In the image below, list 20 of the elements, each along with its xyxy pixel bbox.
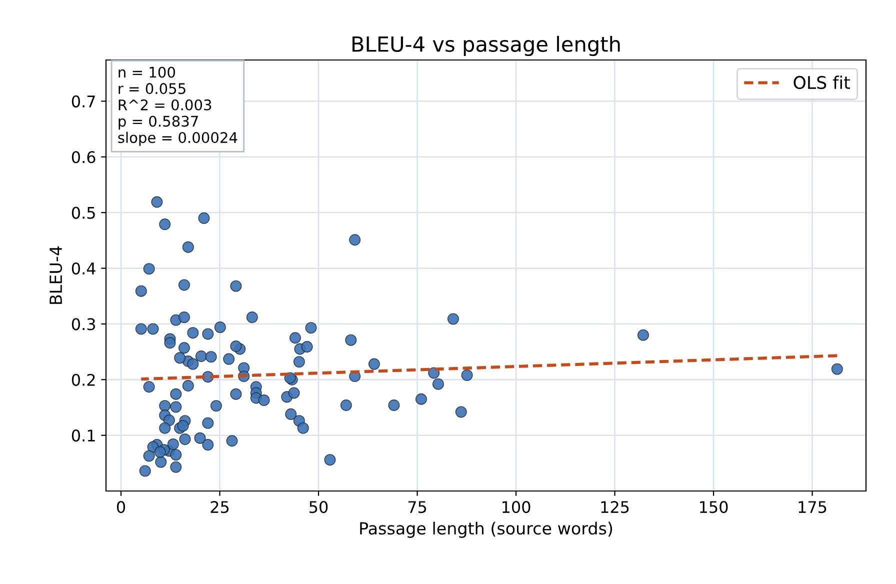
y-tick-label: 0.7 (72, 95, 95, 108)
x-tick-label: 125 (601, 501, 629, 514)
y-axis-title: BLEU-4 (50, 246, 62, 304)
y-tick-label: 0.1 (72, 430, 95, 442)
y-tick-label: 0.3 (72, 318, 95, 330)
x-tick-label: 50 (310, 501, 328, 514)
annotation: n = 100 r = 0.055 R^2 = 0.003 p = 0.5837 slope = 0.00024 (118, 66, 238, 146)
x-tick-label: 100 (502, 501, 530, 514)
y-tick-label: 0.2 (72, 374, 95, 386)
x-tick-label: 75 (408, 501, 426, 514)
y-tick-label: 0.6 (72, 151, 96, 164)
x-tick-label: 25 (210, 501, 229, 514)
x-tick-label: 175 (798, 501, 826, 514)
x-tick-label: 0 (116, 501, 126, 514)
x-tick-label: 150 (700, 501, 728, 514)
legend-label: OLS fit (794, 76, 850, 90)
y-tick-label: 0.4 (72, 262, 96, 275)
y-tick-label: 0.5 (72, 206, 95, 219)
x-axis-title: Passage length (source words) (360, 522, 612, 538)
chart-title: BLEU-4 vs passage length (352, 36, 620, 56)
